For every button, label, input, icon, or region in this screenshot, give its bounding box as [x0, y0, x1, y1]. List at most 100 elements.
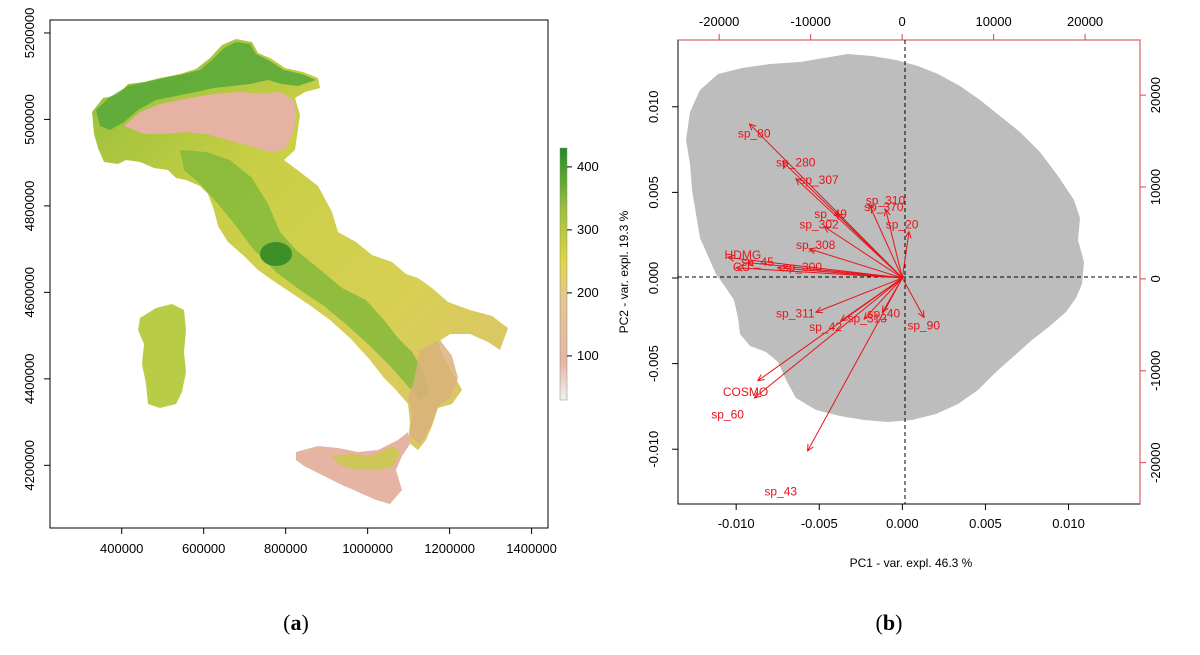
vector-label-sp_308: sp_308 — [796, 238, 836, 252]
vector-label-sp_307: sp_307 — [799, 173, 839, 187]
vector-label-sp_43: sp_43 — [764, 484, 797, 498]
arrowhead-sp_43 — [807, 443, 814, 452]
top-tick-label: 0 — [899, 14, 906, 29]
pc2-tick-label: 0.005 — [646, 176, 661, 209]
loading-arrow-sp_310 — [868, 204, 903, 279]
po-valley — [124, 92, 296, 152]
panel-a-label: (a) — [283, 610, 309, 635]
loading-arrow-COSMO — [757, 277, 903, 382]
vector-label-sp_49: sp_49 — [814, 207, 847, 221]
loading-arrow-sp_300 — [777, 267, 903, 279]
loading-arrow-sp_308 — [809, 248, 903, 279]
pc2-tick-label: -0.010 — [646, 431, 661, 468]
vector-label-CC: CC — [733, 260, 751, 274]
alps-band — [96, 42, 316, 130]
top-tick-label: 10000 — [976, 14, 1012, 29]
pc2-axis-label: PC2 - var. expl. 19.3 % — [617, 210, 631, 333]
pc2-tick-label: 0.010 — [646, 91, 661, 124]
map-y-tick-label: 4400000 — [22, 354, 37, 405]
vector-label-sp_311: sp_311 — [776, 306, 815, 320]
arrowhead-sp_60 — [753, 391, 762, 399]
map-y-tick-label: 5000000 — [22, 94, 37, 145]
sicily-highland — [330, 446, 400, 470]
loading-arrow-HDMG — [727, 256, 903, 279]
pc1-tick-label: 0.010 — [1052, 516, 1085, 531]
right-tick-label: -20000 — [1148, 442, 1163, 482]
arrowhead-sp_80 — [748, 123, 757, 131]
arrowhead-sp_45 — [746, 259, 755, 267]
top-tick-label: -10000 — [790, 14, 830, 29]
arrowhead-sp_42 — [839, 314, 848, 322]
colorbar-tick-label: 300 — [577, 222, 599, 237]
loading-arrow-CC — [736, 267, 903, 279]
pc2-tick-label: -0.005 — [646, 345, 661, 382]
panel-a-map: 400000 600000 800000 1000000 1200000 1400000 … — [22, 8, 599, 635]
pc1-axis-label: PC1 - var. expl. 46.3 % — [850, 556, 973, 570]
loading-arrow-sp_370 — [885, 209, 903, 279]
pc1-tick-label: 0.000 — [886, 516, 919, 531]
loading-arrow-sp_307 — [795, 178, 903, 279]
right-tick-label: 0 — [1148, 275, 1163, 282]
pc2-tick-label: 0.000 — [646, 262, 661, 295]
arrowhead-sp_49 — [835, 212, 843, 220]
arrowhead-HDMG — [726, 254, 735, 262]
map-y-tick-label: 4600000 — [22, 267, 37, 318]
vector-label-HDMG: HDMG — [725, 248, 762, 262]
panel-b-label: (b) — [876, 610, 903, 635]
map-x-tick-label: 1400000 — [506, 541, 557, 556]
observation-cloud — [686, 54, 1084, 422]
arrowhead-sp_311 — [814, 306, 823, 314]
vector-label-sp_300: sp_300 — [783, 260, 823, 274]
loading-arrow-sp_20 — [901, 231, 910, 279]
vector-label-sp_40: sp_40 — [867, 306, 900, 320]
arrowhead-sp_20 — [904, 230, 912, 239]
vector-label-sp_60: sp_60 — [711, 407, 744, 421]
central-highland — [260, 242, 292, 266]
loading-arrow-sp_49 — [835, 212, 903, 279]
arrowhead-sp_90 — [917, 310, 925, 319]
top-tick-label: 20000 — [1067, 14, 1103, 29]
map-x-tick-label: 1200000 — [424, 541, 475, 556]
arrowhead-sp_313 — [863, 312, 871, 320]
arrowhead-sp_308 — [808, 247, 817, 255]
map-x-tick-label: 1000000 — [342, 541, 393, 556]
loading-arrow-sp_311 — [815, 277, 903, 313]
pc1-tick-label: -0.010 — [718, 516, 755, 531]
right-tick-label: 10000 — [1148, 169, 1163, 205]
vector-label-sp_45: sp_45 — [741, 255, 774, 269]
pc1-tick-label: -0.005 — [801, 516, 838, 531]
arrowhead-sp_280 — [781, 160, 790, 169]
map-y-tick-label: 5200000 — [22, 8, 37, 59]
arrowhead-sp_300 — [776, 264, 785, 272]
map-x-tick-label: 400000 — [100, 541, 143, 556]
map-y-tick-label: 4800000 — [22, 181, 37, 232]
arrowhead-sp_302 — [823, 225, 832, 233]
colorbar — [559, 147, 568, 401]
colorbar-tick-label: 400 — [577, 159, 599, 174]
arrowhead-sp_40 — [881, 305, 889, 314]
panel-b-biplot: -0.010 -0.005 0.000 0.005 0.010 -0.010 -0.005… — [617, 14, 1163, 635]
arrowhead-sp_370 — [883, 208, 891, 217]
arrowhead-sp_307 — [795, 177, 803, 186]
map-plot-frame — [49, 19, 549, 529]
vector-label-sp_280: sp_280 — [776, 156, 816, 170]
vector-label-sp_302: sp_302 — [799, 217, 839, 231]
map-x-tick-label: 800000 — [264, 541, 307, 556]
loading-arrow-sp_43 — [807, 277, 903, 452]
arrowhead-sp_310 — [868, 203, 875, 212]
apennines-band — [180, 150, 430, 400]
vector-label-sp_310: sp_310 — [866, 193, 906, 207]
arrowhead-COSMO — [756, 374, 765, 382]
south-coast — [408, 340, 458, 444]
vector-label-sp_370: sp_370 — [864, 200, 904, 214]
italy-map-raster — [92, 39, 508, 504]
loading-arrow-sp_80 — [749, 123, 903, 279]
loading-arrow-sp_90 — [901, 277, 925, 318]
colorbar-tick-label: 200 — [577, 285, 599, 300]
right-tick-label: -10000 — [1148, 351, 1163, 391]
vector-label-sp_20: sp_20 — [886, 217, 919, 231]
arrowhead-CC — [735, 264, 743, 272]
vector-label-sp_80: sp_80 — [738, 127, 771, 141]
right-tick-label: 20000 — [1148, 77, 1163, 113]
